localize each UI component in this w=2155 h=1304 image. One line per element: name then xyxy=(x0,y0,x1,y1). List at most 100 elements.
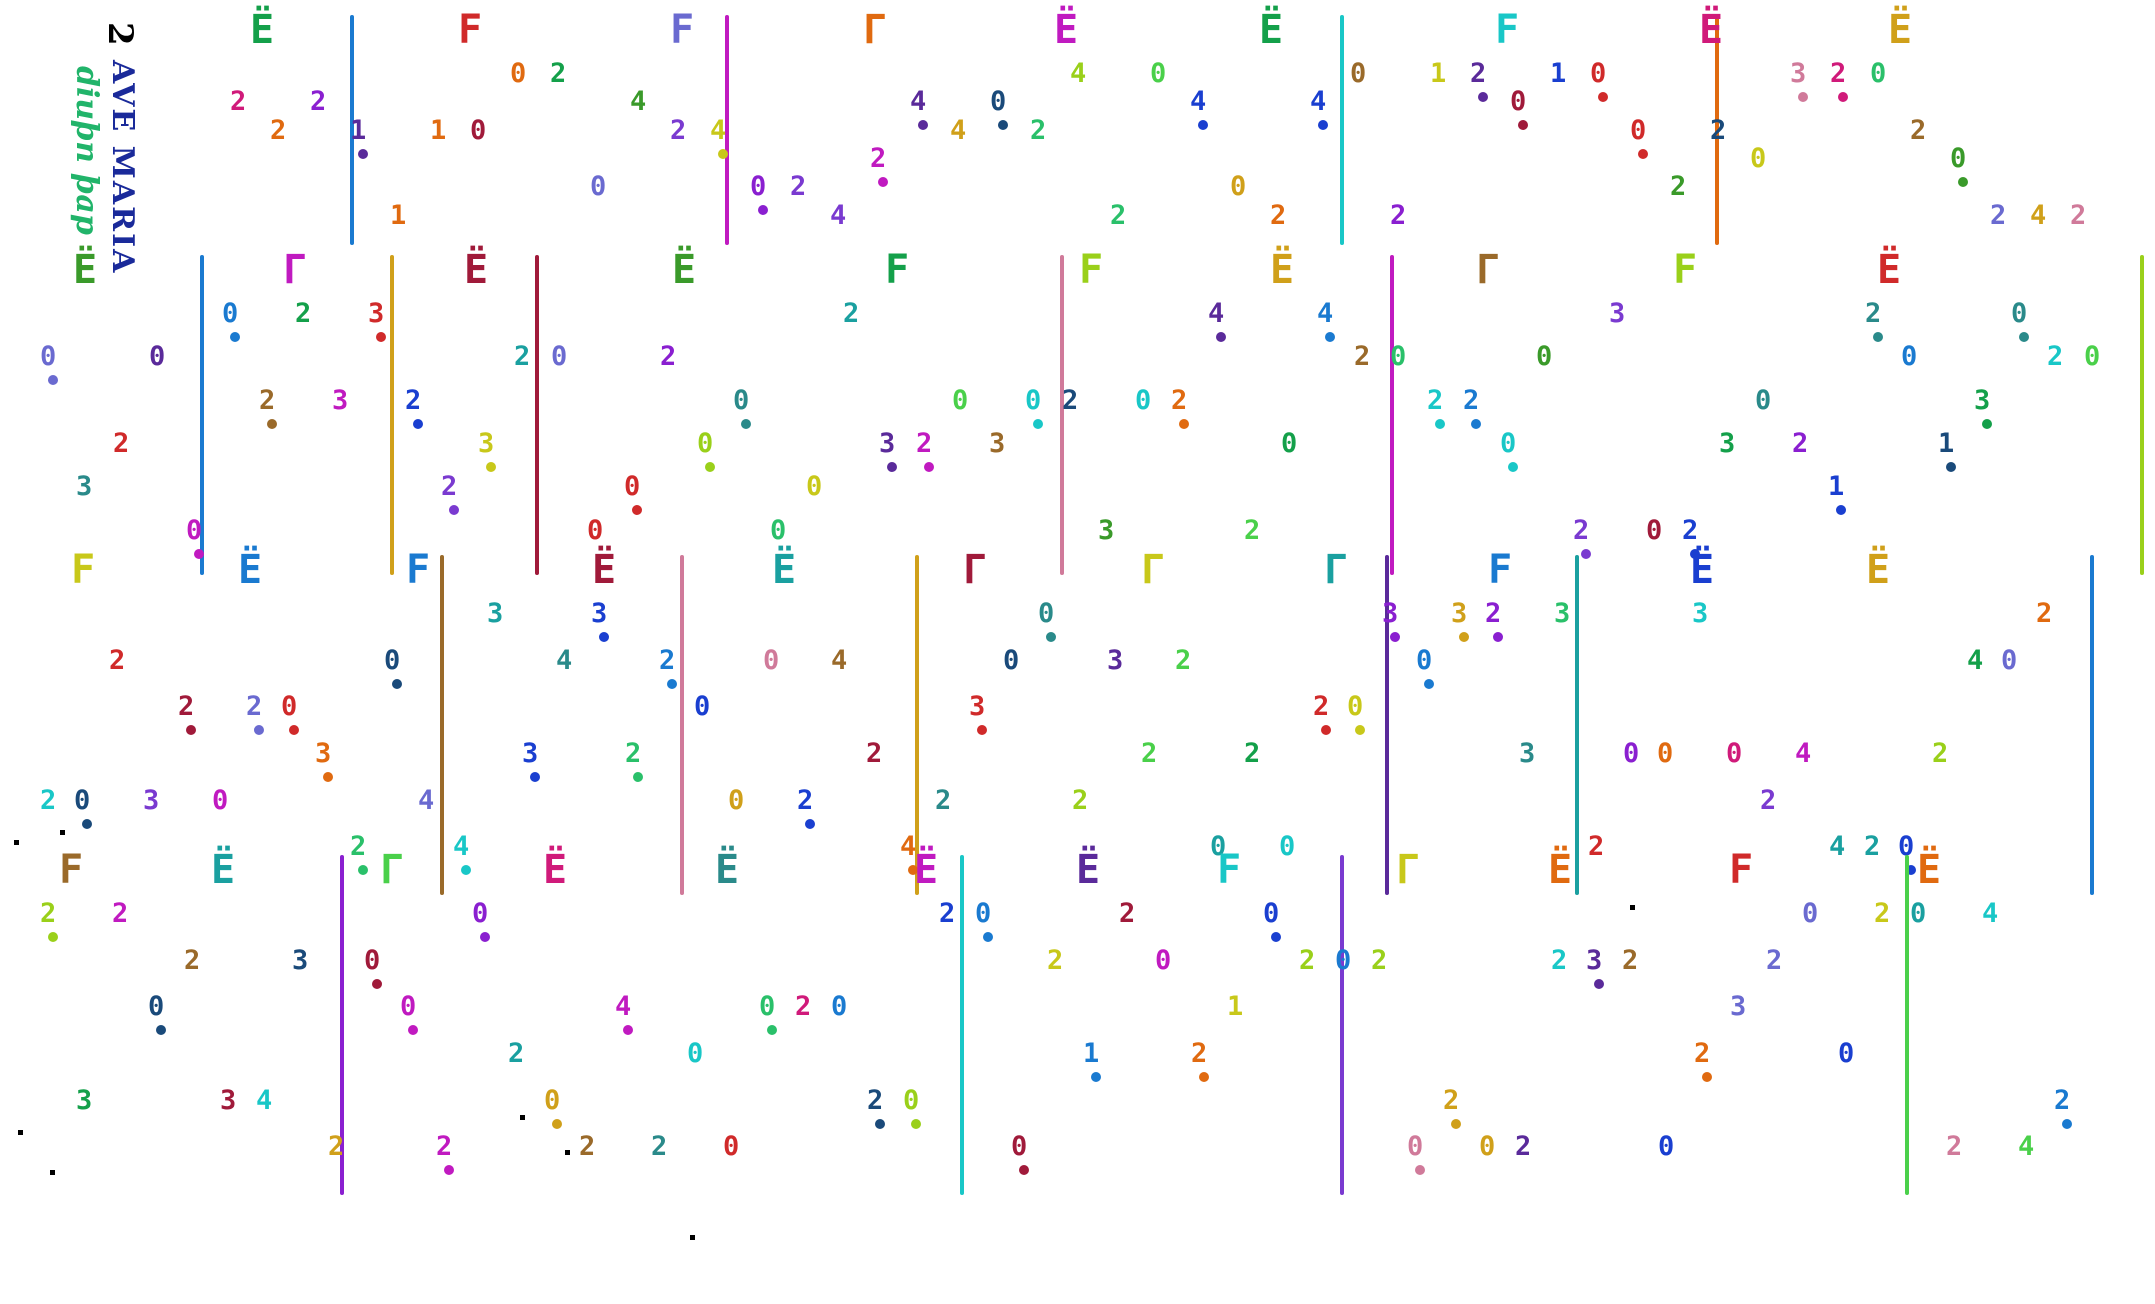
fingering-dot xyxy=(1435,419,1445,429)
bar-line xyxy=(680,555,684,895)
tab-mark: 2 xyxy=(1244,738,1261,769)
bar-line xyxy=(2090,555,2094,895)
tab-mark: 0 xyxy=(212,785,229,816)
tab-mark: 0 xyxy=(472,898,489,929)
fingering-dot xyxy=(48,375,58,385)
tab-mark: 3 xyxy=(76,471,93,502)
rhythm-flag: F xyxy=(1673,247,1698,293)
tab-mark: 2 xyxy=(2070,200,2087,231)
fingering-dot xyxy=(1451,1119,1461,1129)
tab-mark: 2 xyxy=(866,738,883,769)
rhythm-flag: Ë xyxy=(250,7,275,53)
bar-line xyxy=(390,255,394,575)
rhythm-flag: F xyxy=(406,547,431,593)
fingering-dot xyxy=(289,725,299,735)
tab-mark: 0 xyxy=(750,171,767,202)
tab-mark: 3 xyxy=(76,1085,93,1116)
fingering-dot xyxy=(2019,332,2029,342)
tab-mark: 0 xyxy=(1150,58,1167,89)
fingering-dot xyxy=(1179,419,1189,429)
tab-mark: 0 xyxy=(1135,385,1152,416)
tab-mark: 2 xyxy=(1354,341,1371,372)
tab-mark: 3 xyxy=(368,298,385,329)
tab-mark: 0 xyxy=(759,991,776,1022)
tab-mark: 2 xyxy=(1141,738,1158,769)
tab-mark: 4 xyxy=(615,991,632,1022)
fingering-dot xyxy=(1594,979,1604,989)
tab-mark: 2 xyxy=(625,738,642,769)
rhythm-flag: Ë xyxy=(1054,7,1079,53)
ink-speck xyxy=(520,1115,525,1120)
tab-mark: 0 xyxy=(1500,428,1517,459)
tab-mark: 0 xyxy=(1901,341,1918,372)
bar-line xyxy=(1385,555,1389,895)
tab-mark: 0 xyxy=(1279,831,1296,862)
bar-line xyxy=(960,855,964,1195)
tab-mark: 4 xyxy=(556,645,573,676)
tab-mark: 4 xyxy=(831,645,848,676)
tab-mark: 2 xyxy=(1932,738,1949,769)
tab-mark: 2 xyxy=(40,898,57,929)
tab-mark: 2 xyxy=(1371,945,1388,976)
fingering-dot xyxy=(1424,679,1434,689)
bar-line xyxy=(1715,15,1719,245)
rhythm-flag: Ë xyxy=(1866,547,1891,593)
tab-mark: 2 xyxy=(1551,945,1568,976)
tab-mark: 1 xyxy=(1828,471,1845,502)
tab-mark: 2 xyxy=(1175,645,1192,676)
rhythm-flag: F xyxy=(1729,847,1754,893)
tab-mark: 4 xyxy=(1208,298,1225,329)
fingering-dot xyxy=(623,1025,633,1035)
rhythm-flag: Ë xyxy=(238,547,263,593)
tab-mark: 0 xyxy=(1479,1131,1496,1162)
tab-mark: 0 xyxy=(1755,385,1772,416)
fingering-dot xyxy=(48,932,58,942)
tab-mark: 2 xyxy=(514,341,531,372)
tab-mark: 4 xyxy=(2030,200,2047,231)
ink-speck xyxy=(1630,905,1635,910)
fingering-dot xyxy=(358,865,368,875)
tab-mark: 0 xyxy=(1350,58,1367,89)
tab-mark: 0 xyxy=(551,341,568,372)
tab-mark: 2 xyxy=(1874,898,1891,929)
rhythm-flag: F xyxy=(1079,247,1104,293)
bar-line xyxy=(915,555,919,895)
tab-mark: 2 xyxy=(1864,831,1881,862)
tab-mark: 0 xyxy=(364,945,381,976)
fingering-dot xyxy=(461,865,471,875)
tab-mark: 4 xyxy=(900,831,917,862)
fingering-dot xyxy=(1325,332,1335,342)
fingering-dot xyxy=(530,772,540,782)
tab-mark: 3 xyxy=(1382,598,1399,629)
fingering-dot xyxy=(1271,932,1281,942)
tab-mark: 2 xyxy=(843,298,860,329)
rhythm-flag: F xyxy=(458,7,483,53)
tab-mark: 0 xyxy=(687,1038,704,1069)
tab-mark: 0 xyxy=(590,171,607,202)
fingering-dot xyxy=(1019,1165,1029,1175)
tab-mark: 0 xyxy=(281,691,298,722)
fingering-dot xyxy=(1906,865,1916,875)
rhythm-flag: F xyxy=(670,7,695,53)
tab-mark: 0 xyxy=(728,785,745,816)
tab-mark: 0 xyxy=(1038,598,1055,629)
tab-mark: 0 xyxy=(831,991,848,1022)
rhythm-flag: Ë xyxy=(73,247,98,293)
rhythm-flag: Ë xyxy=(914,847,939,893)
fingering-dot xyxy=(1873,332,1883,342)
piece-title: AVE MARIA xyxy=(105,60,140,275)
tab-mark: 4 xyxy=(710,115,727,146)
tab-mark: 0 xyxy=(222,298,239,329)
tab-mark: 3 xyxy=(220,1085,237,1116)
tab-mark: 0 xyxy=(624,471,641,502)
tab-mark: 0 xyxy=(1646,515,1663,546)
bar-line xyxy=(725,15,729,245)
tab-mark: 4 xyxy=(1967,645,1984,676)
fingering-dot xyxy=(1390,632,1400,642)
rhythm-flag: Ë xyxy=(1917,847,1942,893)
fingering-dot xyxy=(413,419,423,429)
fingering-dot xyxy=(444,1165,454,1175)
tab-mark: 0 xyxy=(1910,898,1927,929)
tab-mark: 2 xyxy=(1443,1085,1460,1116)
